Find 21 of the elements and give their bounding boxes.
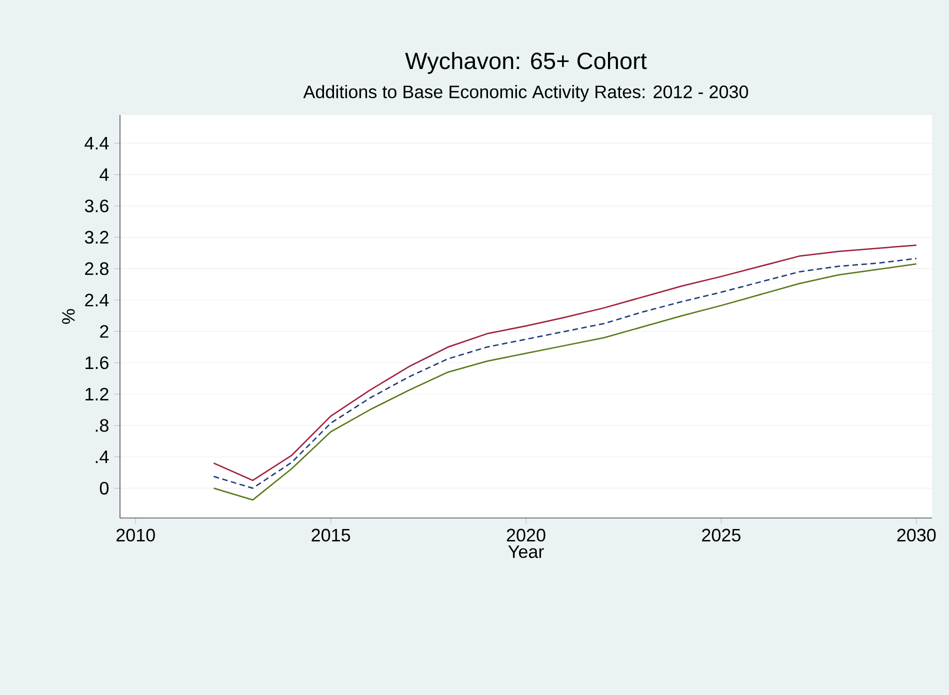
y-tick-label: 0: [100, 482, 109, 495]
y-tick-label: 2.4: [85, 294, 109, 306]
y-tick-label: 3.2: [84, 230, 108, 244]
y-tick-label: 4.4: [84, 137, 109, 150]
y-tick-label: .4: [96, 450, 109, 464]
y-tick-label: 3.6: [84, 200, 108, 212]
y-tick-label: 1.2: [86, 388, 108, 400]
y-tick-label: 2: [100, 325, 108, 338]
chart-subtitle: Additions to Base Economic Activity Rates: 2012 - 2030: [303, 85, 748, 102]
chart-title: Wychavon: 65+ Cohort: [405, 52, 647, 74]
y-tick-label: .8: [96, 419, 108, 432]
y-tick-label: 2.8: [85, 262, 108, 276]
x-axis-title: Year: [508, 546, 544, 558]
y-tick-label: 4: [100, 168, 109, 181]
y-axis-title: %: [62, 309, 75, 324]
x-tick-label: 2030: [897, 528, 936, 542]
x-tick-label: 2015: [312, 528, 350, 542]
x-tick-label: 2010: [116, 528, 155, 542]
y-tick-label: 1.6: [86, 356, 108, 370]
x-tick-label: 2020: [506, 528, 546, 542]
x-tick-label: 2025: [702, 528, 740, 542]
